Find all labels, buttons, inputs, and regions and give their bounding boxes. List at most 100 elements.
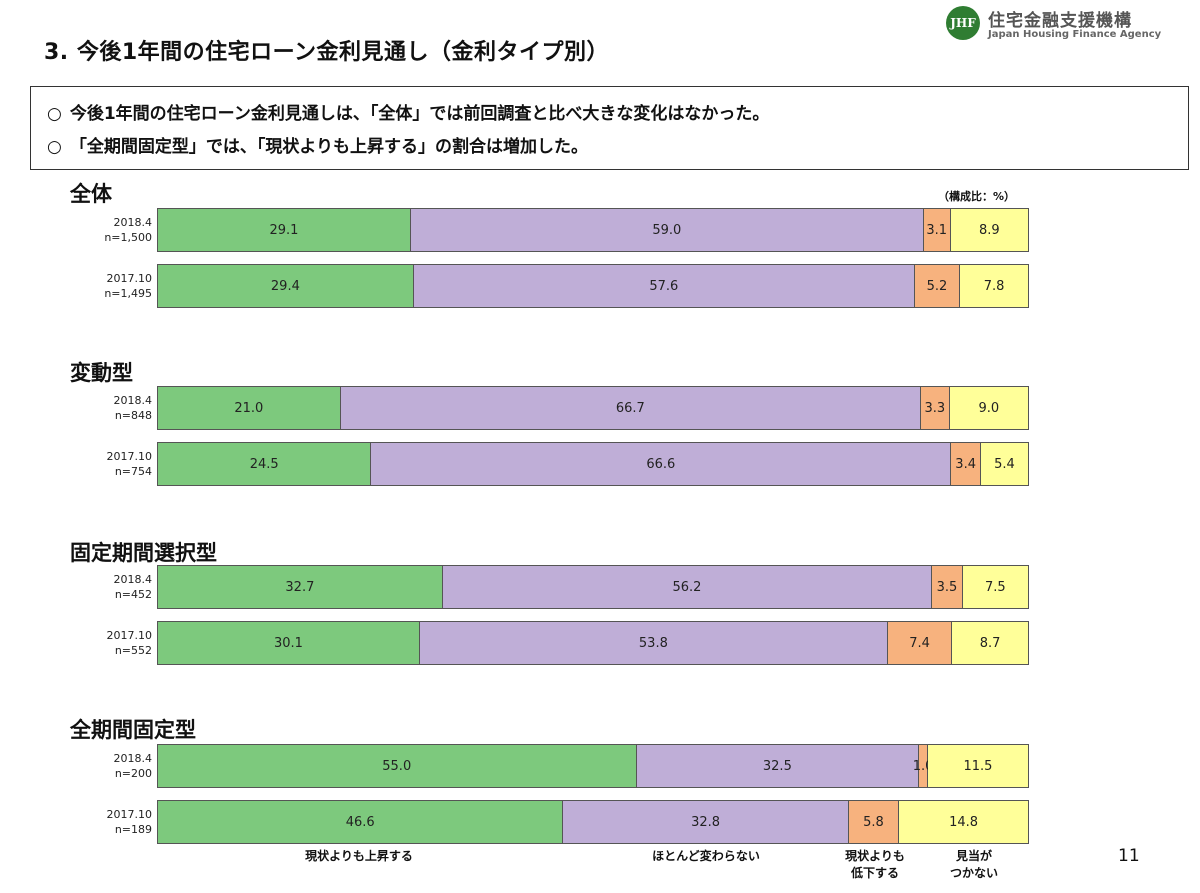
row-sample-size: n=1,500 bbox=[104, 231, 152, 244]
bar-segment-fall: 7.4 bbox=[887, 622, 953, 664]
bar-segment-rise: 24.5 bbox=[158, 443, 372, 485]
data-label: 32.5 bbox=[762, 758, 792, 774]
data-label: 8.7 bbox=[979, 635, 1001, 651]
summary-line-2: ○ 「全期間固定型」では、「現状よりも上昇する」の割合は増加した。 bbox=[47, 132, 588, 157]
row-period: 2017.10 bbox=[106, 808, 153, 821]
logo-name: 住宅金融支援機構 bbox=[988, 11, 1132, 31]
data-label: 5.2 bbox=[926, 278, 948, 294]
bar-segment-same: 53.8 bbox=[419, 622, 888, 664]
data-label: 5.8 bbox=[863, 814, 884, 830]
bar-segment-rise: 55.0 bbox=[158, 745, 637, 787]
bar-segment-fall: 5.2 bbox=[914, 265, 961, 307]
data-label: 55.0 bbox=[382, 758, 412, 774]
page-number: 11 bbox=[1118, 846, 1140, 866]
bullet-circle-icon: ○ bbox=[47, 104, 62, 124]
bullet-circle-icon: ○ bbox=[47, 137, 62, 157]
legend-label-rise: 現状よりも上昇する bbox=[305, 849, 413, 863]
row-period: 2018.4 bbox=[113, 394, 153, 407]
group-title: 全体 bbox=[70, 182, 112, 206]
bar-segment-rise: 46.6 bbox=[158, 801, 564, 843]
bar-segment-fall: 3.5 bbox=[932, 566, 963, 608]
data-label: 9.0 bbox=[978, 400, 1000, 416]
bar-segment-unknown: 14.8 bbox=[899, 801, 1028, 843]
data-label: 66.6 bbox=[646, 456, 676, 472]
row-period: 2017.10 bbox=[106, 629, 153, 642]
bar-segment-same: 66.6 bbox=[371, 443, 952, 485]
data-label: 3.5 bbox=[936, 579, 958, 595]
row-label: 2018.4 n=200 bbox=[70, 751, 153, 781]
bar-segment-rise: 32.7 bbox=[158, 566, 443, 608]
row-period: 2017.10 bbox=[106, 450, 153, 463]
row-label: 2018.4 n=452 bbox=[70, 572, 153, 602]
row-label: 2017.10 n=1,495 bbox=[70, 271, 152, 301]
bar-segment-fall: 3.1 bbox=[923, 209, 951, 251]
jhf-logo-icon: JHF bbox=[946, 6, 980, 40]
row-sample-size: n=189 bbox=[114, 823, 152, 836]
stacked-bar: 46.6 32.8 5.8 14.8 bbox=[157, 800, 1029, 844]
bar-segment-rise: 29.1 bbox=[158, 209, 411, 251]
row-sample-size: n=848 bbox=[114, 409, 152, 422]
data-label: 66.7 bbox=[615, 400, 645, 416]
group-title: 変動型 bbox=[70, 361, 133, 385]
data-label: 59.0 bbox=[652, 222, 682, 238]
data-label: 30.1 bbox=[273, 635, 303, 651]
row-label: 2017.10 n=552 bbox=[70, 628, 153, 658]
bar-segment-rise: 30.1 bbox=[158, 622, 420, 664]
data-label: 24.5 bbox=[249, 456, 279, 472]
data-label: 56.2 bbox=[672, 579, 702, 595]
stacked-bar: 55.0 32.5 1.0 11.5 bbox=[157, 744, 1029, 788]
group-title: 固定期間選択型 bbox=[70, 541, 217, 565]
stacked-bar: 32.7 56.2 3.5 7.5 bbox=[157, 565, 1029, 609]
stacked-bar: 21.0 66.7 3.3 9.0 bbox=[157, 386, 1029, 430]
data-label: 32.7 bbox=[285, 579, 315, 595]
row-sample-size: n=452 bbox=[114, 588, 152, 601]
data-label: 3.4 bbox=[955, 456, 976, 472]
data-label: 5.4 bbox=[994, 456, 1015, 472]
stacked-bar: 29.4 57.6 5.2 7.8 bbox=[157, 264, 1029, 308]
bar-segment-same: 59.0 bbox=[410, 209, 924, 251]
summary-line-1: ○ 今後1年間の住宅ローン金利見通しは、「全体」では前回調査と比べ大きな変化はなか… bbox=[47, 99, 769, 124]
row-period: 2017.10 bbox=[106, 272, 153, 285]
bar-segment-unknown: 11.5 bbox=[927, 745, 1028, 787]
bar-segment-fall: 5.8 bbox=[848, 801, 900, 843]
slide-title: 3. 今後1年間の住宅ローン金利見通し（金利タイプ別） bbox=[44, 40, 610, 65]
data-label: 32.8 bbox=[691, 814, 721, 830]
bar-segment-unknown: 7.5 bbox=[962, 566, 1028, 608]
bar-segment-fall: 3.3 bbox=[920, 387, 950, 429]
bar-segment-rise: 21.0 bbox=[158, 387, 341, 429]
data-label: 3.3 bbox=[924, 400, 946, 416]
data-label: 11.5 bbox=[963, 758, 993, 774]
stacked-bar: 24.5 66.6 3.4 5.4 bbox=[157, 442, 1029, 486]
data-label: 53.8 bbox=[638, 635, 668, 651]
bar-segment-rise: 29.4 bbox=[158, 265, 414, 307]
data-label: 21.0 bbox=[234, 400, 264, 416]
bar-segment-same: 56.2 bbox=[442, 566, 933, 608]
data-label: 7.4 bbox=[909, 635, 930, 651]
logo-name-en: Japan Housing Finance Agency bbox=[988, 29, 1162, 40]
bar-segment-fall: 3.4 bbox=[951, 443, 981, 485]
bar-segment-same: 57.6 bbox=[413, 265, 915, 307]
jhf-logo: JHF 住宅金融支援機構 Japan Housing Finance Agenc… bbox=[946, 4, 1191, 44]
row-period: 2018.4 bbox=[113, 573, 153, 586]
legend-label-unknown: 見当が つかない bbox=[949, 849, 999, 880]
row-period: 2018.4 bbox=[113, 752, 153, 765]
data-label: 7.8 bbox=[983, 278, 1005, 294]
bar-segment-same: 66.7 bbox=[340, 387, 921, 429]
bar-segment-unknown: 9.0 bbox=[949, 387, 1028, 429]
row-sample-size: n=200 bbox=[114, 767, 152, 780]
legend-label-same: ほとんど変わらない bbox=[652, 849, 760, 863]
bar-segment-fall: 1.0 bbox=[913, 745, 933, 787]
row-sample-size: n=1,495 bbox=[104, 287, 152, 300]
bar-segment-same: 32.8 bbox=[563, 801, 849, 843]
bar-segment-unknown: 8.9 bbox=[950, 209, 1028, 251]
group-title: 全期間固定型 bbox=[70, 718, 196, 742]
bar-segment-unknown: 8.7 bbox=[952, 622, 1028, 664]
data-label: 29.4 bbox=[270, 278, 300, 294]
unit-note: （構成比：%） bbox=[938, 190, 1016, 203]
summary-text-1: 今後1年間の住宅ローン金利見通しは、「全体」では前回調査と比べ大きな変化はなかっ… bbox=[69, 104, 770, 124]
row-sample-size: n=754 bbox=[114, 465, 152, 478]
row-period: 2018.4 bbox=[113, 216, 153, 229]
row-label: 2017.10 n=189 bbox=[70, 807, 153, 837]
bar-segment-unknown: 5.4 bbox=[980, 443, 1028, 485]
stacked-bar: 30.1 53.8 7.4 8.7 bbox=[157, 621, 1029, 665]
